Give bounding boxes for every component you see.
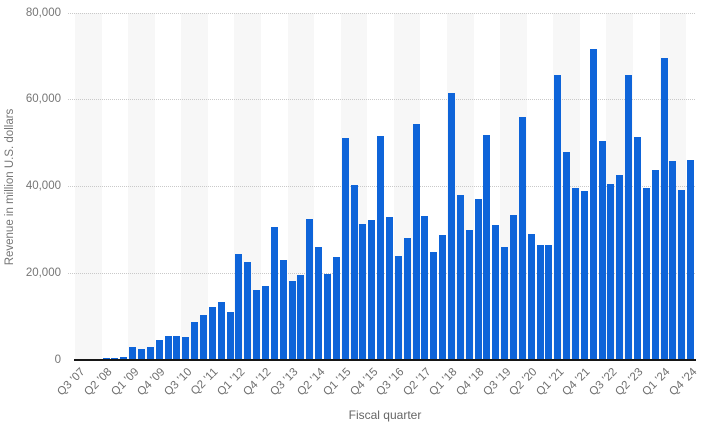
bar[interactable] — [386, 217, 393, 360]
bar[interactable] — [156, 340, 163, 360]
bar[interactable] — [669, 161, 676, 360]
bar[interactable] — [253, 290, 260, 360]
bar[interactable] — [244, 262, 251, 360]
bar[interactable] — [448, 93, 455, 360]
bar[interactable] — [528, 234, 535, 360]
bar[interactable] — [182, 337, 189, 360]
bar[interactable] — [554, 75, 561, 360]
bar[interactable] — [368, 220, 375, 360]
bar[interactable] — [545, 245, 552, 360]
bar[interactable] — [297, 275, 304, 360]
y-tick-label: 80,000 — [0, 7, 61, 20]
y-tick-label: 60,000 — [0, 93, 61, 106]
bar[interactable] — [687, 160, 694, 360]
bar[interactable] — [678, 190, 685, 360]
bar[interactable] — [404, 238, 411, 360]
bar[interactable] — [351, 185, 358, 360]
bar[interactable] — [377, 136, 384, 360]
bar[interactable] — [395, 256, 402, 360]
bar[interactable] — [652, 170, 659, 360]
bar[interactable] — [280, 260, 287, 360]
bar[interactable] — [421, 216, 428, 360]
bar[interactable] — [289, 281, 296, 360]
bar[interactable] — [634, 137, 641, 360]
bar[interactable] — [413, 124, 420, 360]
bar[interactable] — [572, 188, 579, 360]
bar[interactable] — [191, 322, 198, 360]
gridline — [68, 99, 695, 100]
bar[interactable] — [581, 191, 588, 360]
bar[interactable] — [590, 49, 597, 360]
bar[interactable] — [235, 254, 242, 360]
bar[interactable] — [501, 247, 508, 360]
bar[interactable] — [173, 336, 180, 360]
bar[interactable] — [200, 315, 207, 360]
bar[interactable] — [430, 252, 437, 360]
bar[interactable] — [333, 257, 340, 360]
bar[interactable] — [492, 225, 499, 360]
bar[interactable] — [209, 307, 216, 360]
bar[interactable] — [315, 247, 322, 360]
bar[interactable] — [227, 312, 234, 360]
bar[interactable] — [439, 235, 446, 360]
bar[interactable] — [457, 195, 464, 360]
bar[interactable] — [537, 245, 544, 360]
bar[interactable] — [519, 117, 526, 360]
bar[interactable] — [147, 347, 154, 360]
gridline — [68, 13, 695, 14]
bar[interactable] — [306, 219, 313, 360]
bar[interactable] — [607, 184, 614, 360]
bar[interactable] — [475, 199, 482, 360]
bar[interactable] — [262, 286, 269, 360]
bar[interactable] — [165, 336, 172, 360]
bar[interactable] — [510, 215, 517, 360]
bar[interactable] — [563, 152, 570, 360]
bar[interactable] — [599, 141, 606, 360]
y-tick-label: 40,000 — [0, 180, 61, 193]
bar[interactable] — [359, 224, 366, 360]
bar[interactable] — [466, 230, 473, 360]
bar[interactable] — [625, 75, 632, 360]
bar[interactable] — [218, 302, 225, 360]
bar[interactable] — [616, 175, 623, 360]
y-tick-label: 0 — [0, 354, 61, 367]
bar[interactable] — [271, 227, 278, 360]
bar[interactable] — [324, 274, 331, 360]
y-tick-label: 20,000 — [0, 267, 61, 280]
x-axis-title: Fiscal quarter — [75, 408, 695, 422]
bar[interactable] — [643, 188, 650, 360]
bar[interactable] — [483, 135, 490, 360]
x-axis-line — [74, 359, 696, 361]
bar[interactable] — [342, 138, 349, 360]
bar[interactable] — [661, 58, 668, 360]
